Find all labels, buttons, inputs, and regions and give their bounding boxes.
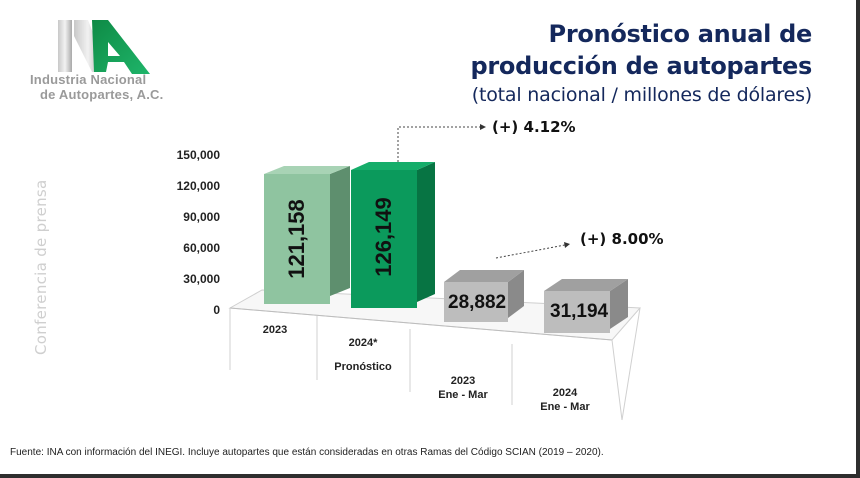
bar-value-label: 126,149 [371,197,396,277]
y-tick: 90,000 [183,210,220,224]
category-label-2024-forecast: 2024* Pronóstico [334,337,392,373]
growth-annotation-quarter: (+) 8.00% [580,230,664,248]
category-label-2023-q1: 2023 Ene - Mar [438,375,488,401]
bar-2023-q1: 28,882 [444,270,524,322]
y-tick: 0 [213,303,220,317]
y-tick: 120,000 [176,179,220,193]
bar-value-label: 121,158 [284,199,309,279]
bar-value-label: 31,194 [550,301,609,322]
logo-text-line1: Industria Nacional [30,72,147,87]
title-line2: producción de autopartes [470,52,813,80]
ina-logo-icon [58,20,150,74]
ina-logo: Industria Nacional de Autopartes, A.C. [30,16,190,106]
bar-2024-q1: 31,194 [544,279,628,333]
growth-annotation-annual: (+) 4.12% [492,118,576,136]
bar-2023: 121,158 [264,166,350,304]
category-label-2023: 2023 [262,324,288,336]
subtitle: (total nacional / millones de dólares) [471,84,812,106]
y-axis: 150,000 120,000 90,000 60,000 30,000 0 [160,148,220,318]
y-tick: 30,000 [183,272,220,286]
logo-text-line2: de Autopartes, A.C. [40,87,164,102]
bar-value-label: 28,882 [448,292,507,313]
category-label-2024-q1: 2024 Ene - Mar [540,387,590,413]
page-title: Pronóstico anual de producción de autopa… [470,18,813,108]
source-footnote: Fuente: INA con información del INEGI. I… [10,447,604,458]
y-tick: 60,000 [183,241,220,255]
y-tick: 150,000 [176,148,220,162]
title-line1: Pronóstico anual de [548,20,813,48]
bar-2024-forecast: 126,149 [351,162,435,308]
side-label: Conferencia de prensa [32,179,50,355]
